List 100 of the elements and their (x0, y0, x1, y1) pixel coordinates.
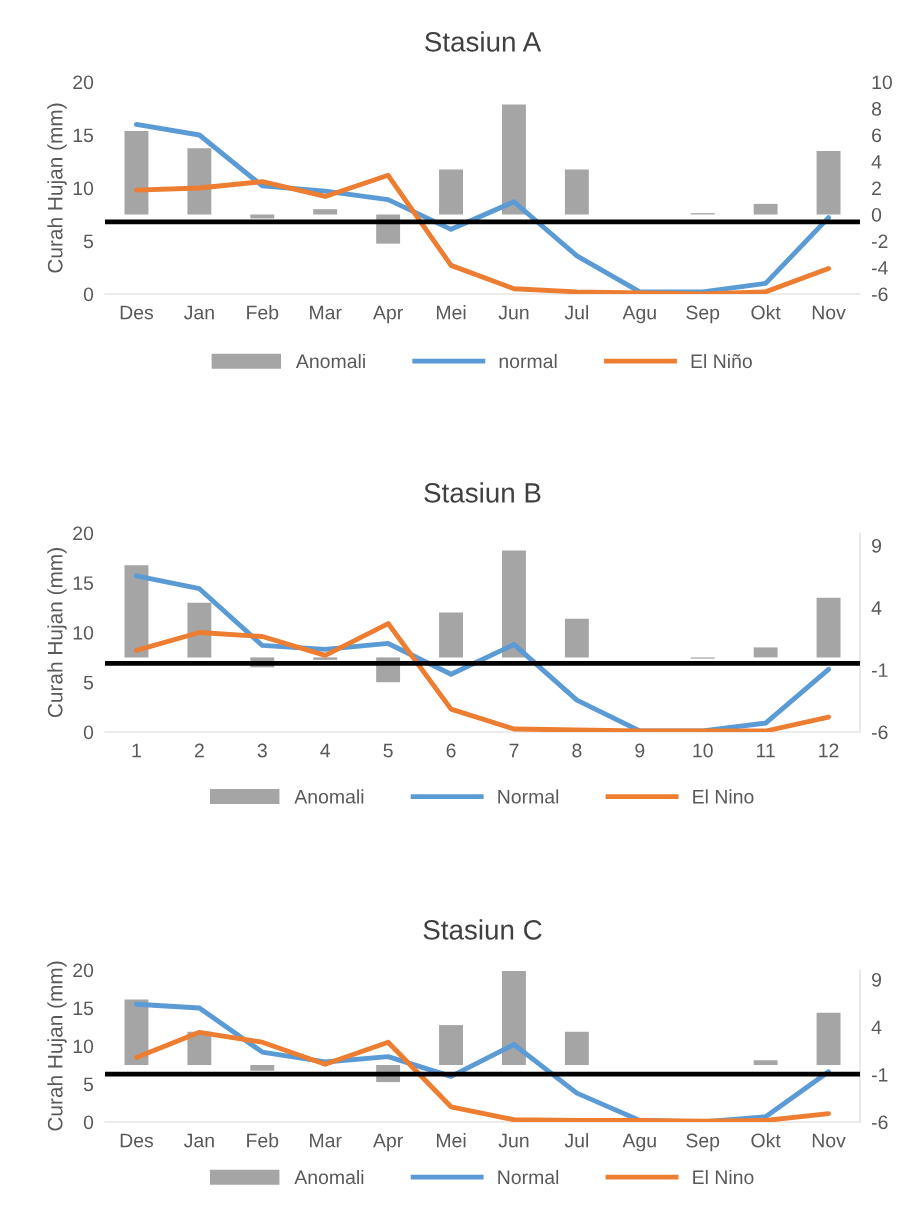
bar (502, 104, 526, 215)
bar (124, 565, 149, 658)
y-tick-label: 10 (73, 1039, 94, 1054)
x-tick-label: Nov (812, 1133, 846, 1148)
x-tick-label: Feb (247, 1133, 279, 1148)
x-tick-label: Sep (686, 1133, 720, 1152)
x-tick-label: Des (120, 1133, 154, 1148)
x-tick-label: Jul (564, 305, 588, 320)
bar (187, 148, 212, 215)
y-tick-label: 15 (73, 576, 94, 590)
y-tick-label: 20 (73, 75, 94, 90)
y2-tick-label: 9 (872, 538, 881, 553)
x-tick-label: Agu (622, 1133, 656, 1152)
bar (564, 1031, 589, 1065)
x-tick-label: 7 (509, 743, 519, 758)
y2-tick-label: -1 (871, 1068, 888, 1082)
y2-tick-label: 4 (871, 1020, 882, 1035)
x-tick-label: 12 (819, 743, 839, 758)
y-tick-label: 15 (73, 128, 94, 143)
y-axis-title: Curah Hujan (mm) (47, 103, 67, 273)
y2-tick-label: 0 (871, 207, 882, 222)
y-tick-label: 20 (73, 526, 94, 541)
legend-label: normal (499, 353, 557, 369)
x-tick-label: Mei (436, 1133, 466, 1148)
y2-tick-label: 4 (871, 155, 882, 169)
x-tick-label: 9 (635, 743, 645, 758)
bar (124, 131, 149, 215)
bar (502, 970, 526, 1065)
x-tick-label: 2 (194, 743, 204, 758)
y-tick-label: 5 (83, 1077, 94, 1092)
legend-label: Normal (498, 789, 559, 804)
y2-tick-label: 8 (871, 101, 882, 116)
bar (439, 169, 463, 215)
chart-title: Stasiun A (425, 31, 542, 52)
y2-tick-label: 6 (872, 128, 882, 143)
x-tick-label: Jun (498, 305, 529, 320)
x-tick-label: Sep (686, 305, 720, 324)
x-tick-label: 8 (572, 743, 582, 758)
x-tick-label: Okt (751, 305, 781, 320)
chart-title: Stasiun B (424, 482, 541, 503)
bar (564, 169, 589, 215)
y-axis-title: Curah Hujan (mm) (47, 548, 67, 718)
x-tick-label: Feb (247, 305, 279, 320)
line-series (134, 621, 831, 732)
x-tick-label: 11 (757, 743, 775, 758)
x-tick-label: 1 (132, 743, 141, 758)
x-tick-label: Jan (184, 1133, 214, 1148)
x-tick-label: 4 (320, 743, 331, 758)
bar (753, 1060, 778, 1065)
x-tick-label: Apr (373, 1133, 403, 1152)
bar (753, 203, 778, 215)
y2-tick-label: 4 (871, 601, 882, 615)
bar (816, 1012, 841, 1065)
y-tick-label: 10 (73, 625, 94, 640)
x-tick-label: Agu (622, 305, 656, 324)
y2-tick-label: -6 (871, 725, 888, 740)
y-tick-label: 0 (83, 1115, 94, 1130)
y-tick-label: 10 (73, 181, 94, 196)
line-series (134, 1029, 831, 1122)
legend-label: Anomali (294, 789, 364, 804)
y2-tick-label: 9 (872, 972, 881, 987)
x-tick-label: 5 (383, 743, 393, 758)
y-tick-label: 5 (83, 675, 94, 690)
x-tick-label: Jul (564, 1133, 588, 1148)
line-series (134, 172, 831, 294)
x-tick-label: 6 (446, 743, 456, 758)
bar (439, 1025, 463, 1065)
x-tick-label: Mar (310, 305, 342, 320)
bar (753, 647, 778, 658)
y2-tick-label: -4 (871, 261, 888, 275)
bar (313, 209, 338, 215)
legend-label: El Nino (693, 789, 754, 804)
x-tick-label: Des (120, 305, 154, 320)
y2-tick-label: 2 (872, 181, 881, 196)
x-tick-label: 10 (693, 743, 713, 758)
legend-label: Anomali (295, 353, 365, 369)
bar (250, 1065, 275, 1071)
x-tick-label: Jun (498, 1133, 529, 1148)
bar (564, 618, 589, 658)
y2-tick-label: 10 (872, 75, 892, 90)
chart-title: Stasiun C (423, 919, 542, 940)
bar (313, 657, 338, 660)
y2-tick-label: -6 (871, 287, 888, 302)
x-tick-label: Mei (436, 305, 466, 320)
x-tick-label: Jan (184, 305, 214, 320)
bar (502, 550, 526, 658)
legend-label: El Niño (691, 353, 752, 369)
legend-label: Normal (498, 1169, 559, 1185)
bar (187, 602, 212, 658)
x-tick-label: Nov (812, 305, 846, 320)
x-tick-label: Okt (751, 1133, 781, 1148)
x-tick-label: Apr (373, 305, 403, 324)
x-tick-label: 3 (257, 743, 267, 758)
y2-tick-label: -1 (871, 663, 888, 677)
y2-tick-label: -2 (871, 234, 888, 249)
y-tick-label: 0 (83, 725, 94, 740)
y-axis-title: Curah Hujan (mm) (47, 961, 67, 1131)
y2-tick-label: -6 (871, 1115, 888, 1130)
y-tick-label: 15 (73, 1001, 94, 1016)
bar (816, 597, 841, 658)
